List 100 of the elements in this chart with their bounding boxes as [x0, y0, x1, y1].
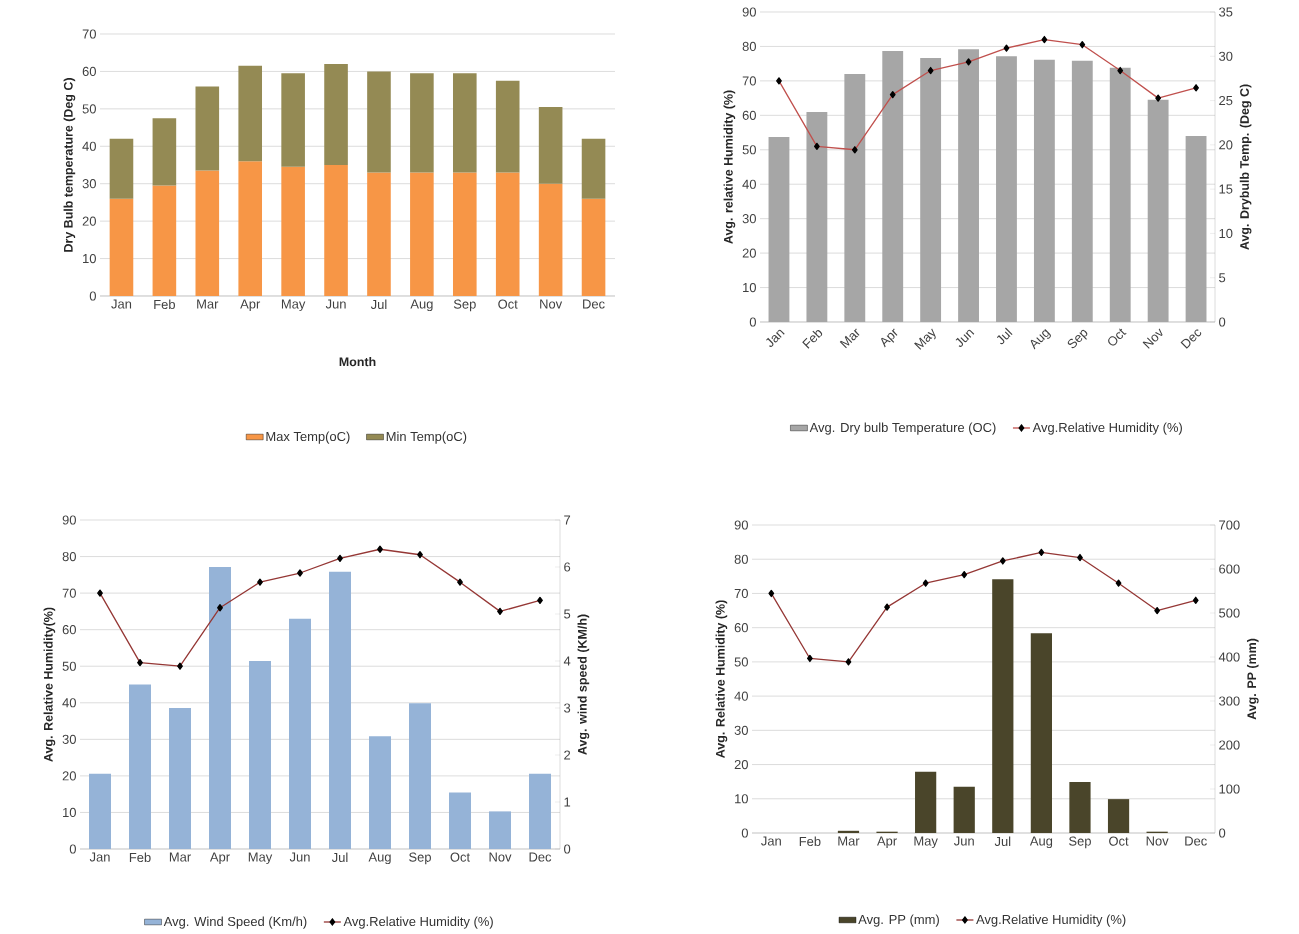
y-tick-label: 50	[734, 657, 748, 667]
bar	[367, 71, 391, 173]
bar	[289, 618, 311, 849]
y2-tick-label: 700	[1219, 520, 1240, 530]
y-tick-label: 90	[734, 520, 748, 530]
y-tick-label: 70	[734, 588, 748, 599]
y2-tick-label: 35	[1219, 7, 1233, 17]
bar	[324, 63, 348, 165]
bar	[195, 86, 220, 171]
y-tick-label: 60	[742, 110, 756, 120]
bar	[152, 185, 177, 296]
y-tick-label: 10	[743, 282, 756, 293]
bar	[238, 65, 263, 162]
y-axis-title: Avg. Relative Humidity (%)	[715, 600, 728, 758]
x-tick-label: Mar	[839, 328, 860, 349]
x-tick-label: Oct	[1108, 328, 1127, 346]
bar	[169, 708, 191, 849]
x-tick-label: Sep	[1067, 329, 1088, 349]
y2-tick-label: 30	[1219, 51, 1233, 61]
bar	[452, 172, 477, 296]
bar	[495, 172, 520, 296]
y-tick-label: 40	[82, 141, 96, 151]
x-tick-label: Jan	[111, 299, 132, 309]
y-tick-label: 10	[735, 794, 748, 804]
x-tick-label: Jul	[994, 836, 1011, 847]
y2-tick-label: 200	[1219, 740, 1240, 750]
x-tick-label: Feb	[802, 330, 823, 349]
x-tick-label: Jul	[996, 327, 1013, 345]
bar	[238, 161, 263, 296]
y2-tick-label: 10	[1219, 228, 1233, 239]
bar	[129, 684, 151, 849]
x-tick-label: Nov	[489, 852, 512, 862]
y2-tick-label: 3	[564, 703, 571, 713]
y-tick-label: 80	[62, 551, 76, 562]
y2-axis-title: Avg. Drybulb Temp. (Deg C)	[1239, 84, 1252, 250]
y-tick-label: 30	[742, 214, 756, 224]
x-tick-label: Oct	[498, 299, 518, 309]
y2-tick-label: 25	[1219, 95, 1233, 106]
y-tick-label: 50	[742, 145, 756, 155]
x-axis-title: Month	[339, 357, 376, 367]
bar	[452, 73, 477, 173]
y-tick-label: 70	[742, 76, 756, 86]
y-tick-label: 90	[742, 7, 756, 17]
y-tick-label: 60	[82, 66, 96, 76]
y-axis-title: Avg. relative Humidity (%)	[723, 90, 736, 244]
y-tick-label: 0	[69, 844, 76, 854]
y2-tick-label: 500	[1219, 608, 1240, 618]
legend-label: Max Temp(oC)	[266, 431, 350, 444]
bar	[209, 567, 231, 849]
x-tick-label: May	[914, 328, 936, 350]
y2-tick-label: 4	[563, 656, 571, 666]
x-tick-label: Dec	[529, 852, 552, 862]
legend-label: Avg. Dry bulb Temperature (OC)	[809, 422, 996, 435]
x-tick-label: Mar	[197, 299, 219, 309]
bar	[1107, 799, 1130, 833]
y-tick-label: 30	[62, 734, 76, 744]
y2-tick-label: 2	[564, 750, 571, 760]
x-tick-label: Apr	[877, 836, 897, 849]
bar	[410, 172, 434, 296]
bar	[538, 183, 563, 296]
y2-tick-label: 0	[1219, 828, 1226, 838]
y2-tick-label: 0	[564, 844, 571, 854]
y-tick-label: 10	[63, 807, 76, 818]
x-tick-label: Aug	[410, 299, 433, 312]
x-tick-label: Jul	[370, 299, 387, 310]
y-tick-label: 60	[62, 625, 76, 635]
x-tick-label: Jun	[289, 852, 310, 862]
y-tick-label: 10	[83, 253, 96, 264]
y-tick-label: 40	[734, 691, 748, 701]
x-tick-label: Dec	[1180, 329, 1202, 349]
x-tick-label: Apr	[881, 328, 898, 348]
x-tick-label: Apr	[209, 852, 230, 865]
y2-tick-label: 5	[564, 609, 571, 619]
y2-axis-title: Avg. wind speed (KM/h)	[577, 614, 590, 755]
y2-axis-title: Avg. PP (mm)	[1246, 638, 1259, 720]
y-tick-label: 80	[734, 554, 748, 564]
x-tick-label: Sep	[1069, 836, 1091, 849]
y-tick-label: 20	[62, 771, 76, 781]
y2-tick-label: 5	[1219, 273, 1226, 283]
y2-tick-label: 400	[1218, 652, 1240, 662]
y-tick-label: 80	[742, 41, 756, 52]
y-axis-title: Dry Bulb temperature (Deg C)	[63, 78, 76, 252]
bar	[249, 661, 271, 849]
y2-tick-label: 0	[1219, 317, 1226, 327]
bar	[1069, 781, 1091, 833]
y-tick-label: 50	[82, 104, 96, 114]
x-tick-label: Dec	[583, 299, 605, 309]
bar	[109, 198, 134, 296]
x-tick-label: Sep	[409, 852, 431, 865]
bar	[992, 579, 1014, 833]
x-tick-label: Sep	[453, 299, 476, 312]
bar	[409, 703, 431, 849]
y2-tick-label: 600	[1219, 564, 1240, 574]
y2-tick-label: 1	[564, 797, 571, 807]
x-tick-label: Jun	[955, 329, 975, 347]
x-tick-label: Nov	[1142, 328, 1163, 349]
bar	[152, 118, 177, 186]
x-tick-label: Aug	[368, 852, 391, 865]
bar	[109, 138, 134, 199]
x-tick-label: Jun	[953, 836, 974, 846]
